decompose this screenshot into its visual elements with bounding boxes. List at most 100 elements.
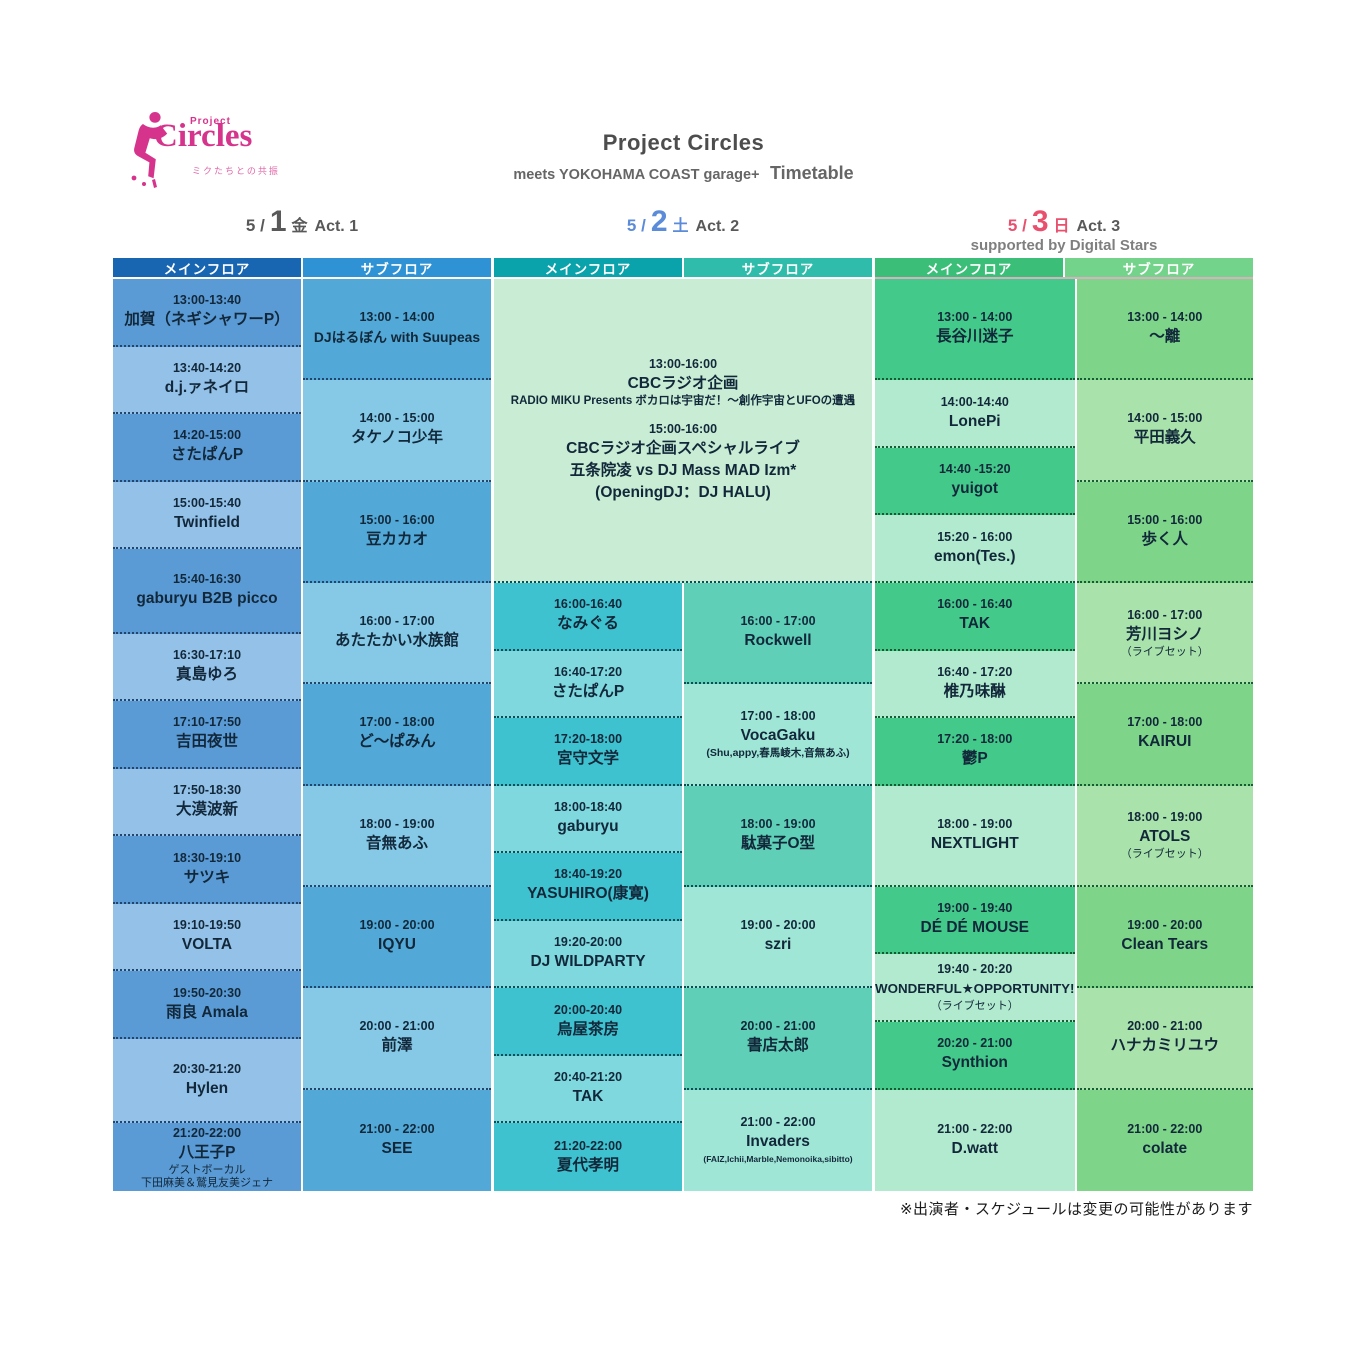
cell-artist: タケノコ少年 [350, 429, 444, 447]
cell-artist: 平田義久 [1133, 429, 1196, 447]
cell-time: 18:00-18:40 [553, 799, 623, 814]
timetable-cell: 20:00-20:40 烏屋茶房 [494, 988, 682, 1056]
cell-note: RADIO MIKU Presents ボカロは宇宙だ！〜創作宇宙とUFOの遭遇 [510, 395, 856, 407]
cell-time: 18:00 - 19:00 [740, 816, 816, 831]
cell-note: (FAIZ,Ichii,Marble,Nemonoika,sibitto) [703, 1154, 853, 1165]
cell-note: （ライブセット） [1120, 848, 1209, 861]
cell-note: （ライブセット） [1120, 645, 1209, 658]
floor-header-sub: サブフロア [1065, 258, 1253, 277]
cell-artist: 音無あふ [365, 834, 428, 852]
cell-time: 20:00-20:40 [553, 1002, 623, 1017]
day-act: Act. 3 [1076, 218, 1121, 235]
cell-artist: 〜離 [1149, 328, 1181, 346]
floor-columns: 13:00 - 14:00 長谷川迷子 14:00-14:40 LonePi 14:40… [875, 279, 1253, 1191]
cell-note: ゲストボーカル [168, 1163, 246, 1176]
cell-time: 14:40 -15:20 [938, 462, 1011, 477]
cell-time: 15:00-16:00 [648, 422, 718, 436]
cell-artist: Hylen [185, 1079, 229, 1097]
cell-artist: DJ WILDPARTY [530, 953, 646, 970]
cell-artist: 豆カカオ [365, 530, 428, 548]
timetable-cell: 16:00 - 16:40 TAK [875, 582, 1075, 651]
cell-artist: Rockwell [744, 632, 812, 650]
cell-time: 19:00 - 20:00 [1127, 918, 1203, 933]
timetable-cell: 19:40 - 20:20 WONDERFUL★OPPORTUNITY! （ライブセ… [875, 954, 1075, 1023]
cell-artist: (OpeningDJ：DJ HALU) [595, 484, 771, 501]
timetable-cell: 19:00 - 20:00 Clean Tears [1076, 886, 1253, 989]
cell-artist: NEXTLIGHT [930, 834, 1019, 852]
timetable-cell: 20:20 - 21:00 Synthion [875, 1022, 1075, 1090]
timetable-cell: 17:10-17:50 吉田夜世 [113, 701, 301, 769]
cell-artist: 鬱P [961, 750, 988, 768]
floor-column-sub: 13:00 - 14:00 〜離 14:00 - 15:00 平田義久 15:00 - … [1076, 279, 1253, 1191]
floors-header: メインフロア サブフロア [113, 258, 491, 277]
cell-time: 18:40-19:20 [553, 867, 623, 882]
cell-artist: Twinfield [173, 513, 240, 531]
timetable-cell: 13:40-14:20 d.j.ァネイロ [113, 346, 301, 415]
day-label: 5 /2 土 Act. 2 [494, 200, 872, 258]
cell-artist: ATOLS [1139, 828, 1191, 846]
cell-time: 18:30-19:10 [172, 850, 242, 865]
timetable-cell: 20:40-21:20 TAK [494, 1055, 682, 1124]
cell-artist: 芳川ヨシノ [1126, 625, 1204, 643]
timetable: 5 /1 金 Act. 1 メインフロア サブフロア 13:00-13:40 加賀（ネギシャ… [113, 200, 1253, 1191]
header-underline [875, 277, 1253, 279]
day-section-act3: 5 /3 日 Act. 3 supported by Digital Stars メイン… [875, 200, 1253, 1191]
cell-time: 13:00-16:00 [648, 357, 718, 371]
cell-time: 18:00 - 19:00 [1127, 810, 1203, 825]
merged-cell: 13:00-16:00 CBCラジオ企画 RADIO MIKU Presents ボ… [494, 279, 872, 583]
page-title: Project Circles [602, 130, 765, 155]
timetable-cell: 16:40 - 17:20 椎乃味醂 [875, 650, 1075, 719]
cell-artist: TAK [959, 615, 991, 633]
cell-time: 15:00-15:40 [172, 495, 242, 510]
timetable-cell: 20:00 - 21:00 前澤 [303, 988, 491, 1090]
cell-artist: CBCラジオ企画スペシャルライブ [566, 440, 800, 457]
cell-time: 17:00 - 18:00 [1127, 715, 1203, 730]
cell-time: 21:00 - 22:00 [740, 1115, 816, 1130]
timetable-cell: 17:20 - 18:00 鬱P [875, 718, 1075, 786]
header-underline [113, 277, 491, 279]
cell-time: 19:00 - 20:00 [740, 918, 816, 933]
cell-time: 17:00 - 18:00 [740, 708, 816, 723]
timetable-cell: 19:00 - 20:00 IQYU [303, 886, 491, 989]
cell-time: 20:00 - 21:00 [740, 1019, 816, 1034]
cell-time: 13:00 - 14:00 [1127, 310, 1203, 325]
cell-artist: 駄菓子O型 [740, 834, 816, 852]
logo-project-text: Project [190, 116, 231, 127]
cell-time: 19:50-20:30 [172, 985, 242, 1000]
floor-column-main: 13:00 - 14:00 長谷川迷子 14:00-14:40 LonePi 14:40… [875, 279, 1075, 1191]
cell-time: 16:00 - 17:00 [1127, 607, 1203, 622]
floors-header: メインフロア サブフロア [494, 258, 872, 277]
timetable-cell: 20:30-21:20 Hylen [113, 1038, 301, 1124]
timetable-cell: 18:00 - 19:00 駄菓子O型 [684, 785, 872, 887]
floor-columns: 13:00-13:40 加賀（ネギシャワーP） 13:40-14:20 d.j.ァネイ… [113, 279, 491, 1191]
cell-artist: TAK [572, 1088, 604, 1106]
cell-time: 17:10-17:50 [172, 715, 242, 730]
cell-time: 21:00 - 22:00 [937, 1121, 1013, 1136]
cell-artist: d.j.ァネイロ [164, 378, 250, 396]
cell-time: 17:20 - 18:00 [937, 732, 1013, 747]
day-label: 5 /3 日 Act. 3 supported by Digital Stars [875, 200, 1253, 258]
floor-column-main: 13:00-13:40 加賀（ネギシャワーP） 13:40-14:20 d.j.ァネイ… [113, 279, 301, 1191]
timetable-cell: 19:00 - 20:00 szri [684, 886, 872, 989]
cell-time: 16:40-17:20 [553, 664, 623, 679]
timetable-cell: 13:00-13:40 加賀（ネギシャワーP） [113, 279, 301, 347]
cell-artist: ハナカミリユウ [1110, 1037, 1220, 1055]
timetable-cell: 21:00 - 22:00 D.watt [875, 1089, 1075, 1191]
day-date-part: 5 / [1007, 216, 1027, 235]
cell-artist: 夏代孝明 [556, 1156, 619, 1174]
timetable-cell: 17:00 - 18:00 VocaGaku (Shu,appy,春馬崚木,音無あふ… [684, 684, 872, 786]
day-act: Act. 1 [314, 218, 359, 235]
timetable-cell: 17:20-18:00 宮守文学 [494, 718, 682, 786]
footer-note: ※出演者・スケジュールは変更の可能性があります [899, 1201, 1253, 1218]
timetable-cell: 16:00-16:40 なみぐる [494, 583, 682, 651]
timetable-cell: 15:00-15:40 Twinfield [113, 481, 301, 550]
dancer-silhouette-icon [122, 108, 184, 197]
logo-tagline: ミクたちとの共振 [192, 166, 280, 176]
timetable-cell: 17:00 - 18:00 ど〜ぱみん [303, 684, 491, 786]
cell-time: 14:00-14:40 [940, 394, 1009, 409]
cell-note: 下田麻美＆鷲見友美ジェナ [141, 1176, 273, 1189]
cell-artist: 八王子P [178, 1143, 236, 1161]
timetable-cell: 17:50-18:30 大漠波新 [113, 768, 301, 837]
timetable-cell: 14:00 - 15:00 タケノコ少年 [303, 380, 491, 482]
cell-artist: VocaGaku [740, 726, 816, 744]
